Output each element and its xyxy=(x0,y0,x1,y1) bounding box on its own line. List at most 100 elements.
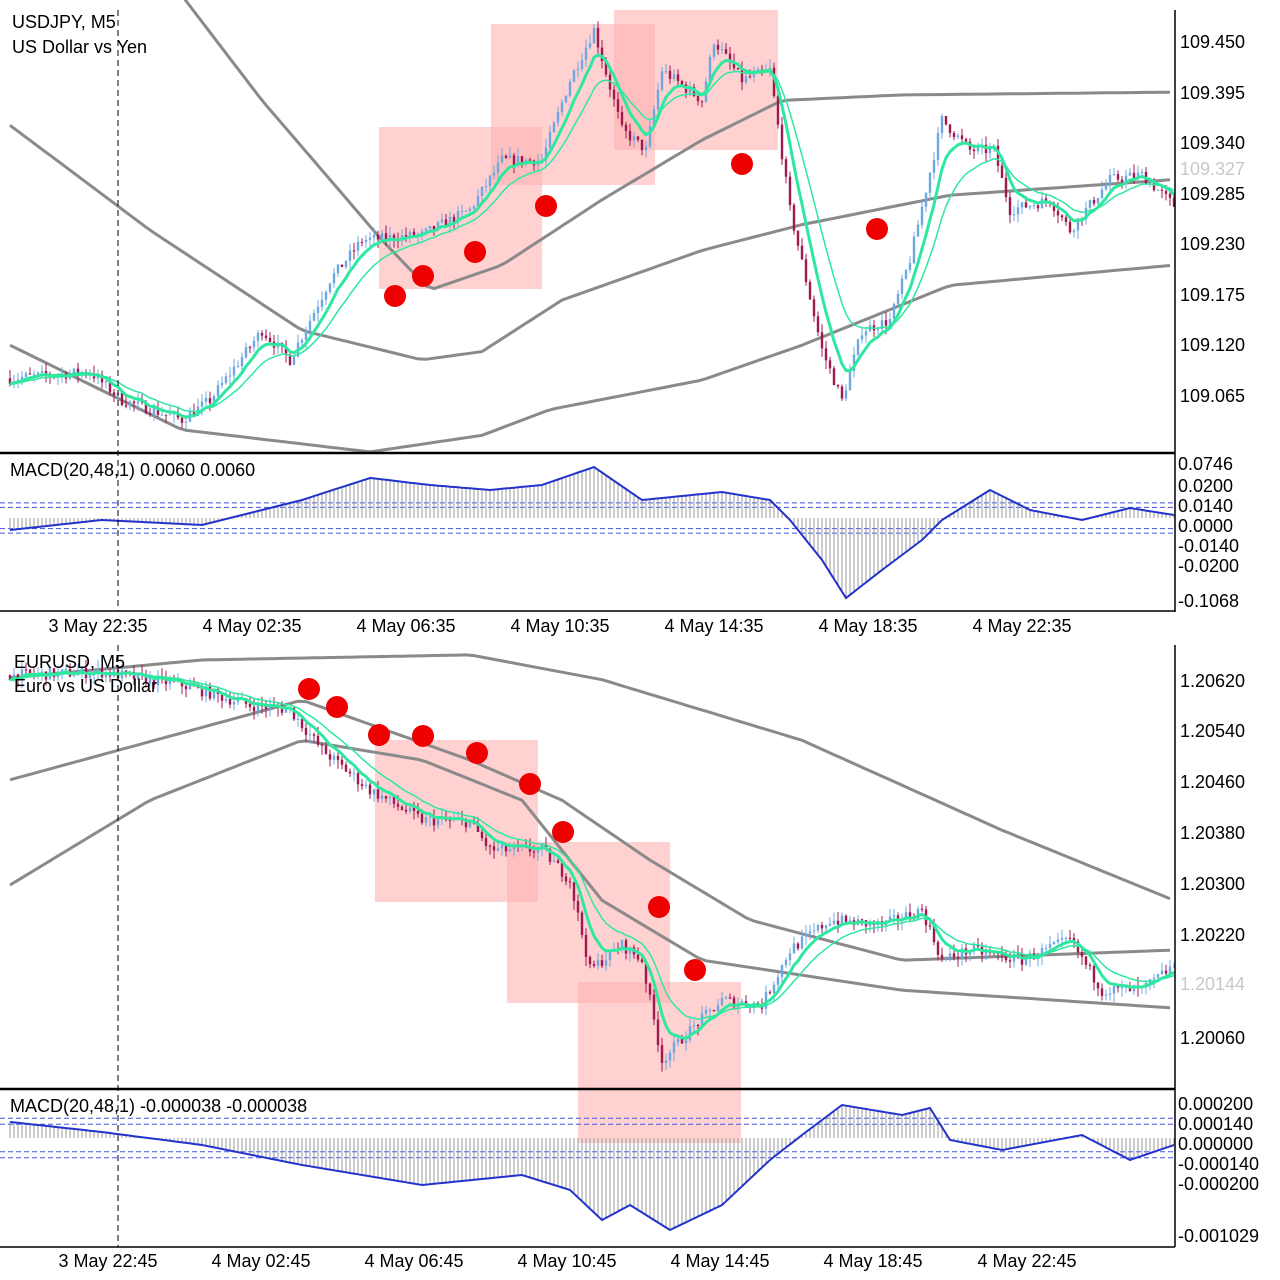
candle xyxy=(812,295,816,322)
candle-body xyxy=(136,672,140,679)
macd-tick-label: 0.0746 xyxy=(1178,454,1233,474)
candle-body xyxy=(464,210,468,212)
macd-tick-label: 0.000000 xyxy=(1178,1134,1253,1154)
candle xyxy=(1172,194,1175,207)
candle-body xyxy=(212,689,216,699)
candle xyxy=(344,761,348,772)
candle-body xyxy=(748,76,752,78)
candle xyxy=(932,151,936,180)
candle-body xyxy=(468,208,472,211)
candle xyxy=(252,698,256,720)
candle-body xyxy=(1156,974,1160,978)
candle-body xyxy=(1092,199,1096,204)
candle-body xyxy=(836,385,840,387)
candle xyxy=(480,829,484,842)
candle-body xyxy=(528,159,532,161)
macd-label-eurusd: MACD(20,48,1) -0.000038 -0.000038 xyxy=(10,1096,307,1116)
candle xyxy=(112,388,116,403)
candle-body xyxy=(236,366,240,368)
candle-body xyxy=(100,374,104,383)
candle xyxy=(940,947,944,962)
candle-body xyxy=(972,149,976,152)
macd-panel-1 xyxy=(0,1103,1175,1232)
candle xyxy=(1004,171,1008,203)
candle-body xyxy=(412,807,416,811)
candle-body xyxy=(752,72,756,77)
candle xyxy=(620,938,624,953)
candle-body xyxy=(744,76,748,83)
candle-body xyxy=(836,920,840,925)
candle xyxy=(292,355,296,366)
candle xyxy=(628,123,632,147)
candle-body xyxy=(692,87,696,97)
candle xyxy=(336,263,340,277)
candle-body xyxy=(64,669,68,671)
candle-body xyxy=(864,331,868,336)
candle xyxy=(800,238,804,261)
candle-body xyxy=(204,686,208,697)
candle-body xyxy=(484,186,488,188)
candle-body xyxy=(964,139,968,142)
candle-body xyxy=(408,231,412,237)
candle xyxy=(408,805,412,814)
candle-body xyxy=(968,951,972,955)
candle xyxy=(452,213,456,229)
price-tick-label: 109.340 xyxy=(1180,133,1245,153)
candle xyxy=(96,659,100,681)
candle xyxy=(804,924,808,946)
candle xyxy=(672,69,676,82)
candle-body xyxy=(1132,172,1136,178)
candle-body xyxy=(796,943,800,949)
candle xyxy=(908,255,912,273)
candle xyxy=(220,376,224,389)
candle-body xyxy=(456,211,460,223)
candle xyxy=(1128,168,1132,176)
candle-body xyxy=(1004,177,1008,198)
candle-body xyxy=(336,264,340,274)
candle xyxy=(580,53,584,72)
candle-body xyxy=(164,414,168,416)
candle xyxy=(544,139,548,167)
candle xyxy=(928,171,932,201)
candle-body xyxy=(624,940,628,954)
candle-body xyxy=(1104,994,1108,996)
candle-body xyxy=(740,1001,744,1004)
candle-body xyxy=(196,686,200,688)
candle-body xyxy=(896,293,900,304)
candle xyxy=(644,141,648,158)
candle-body xyxy=(904,912,908,920)
candle xyxy=(560,99,564,117)
band-upper-line xyxy=(9,653,1171,901)
candle-body xyxy=(644,146,648,151)
candle-body xyxy=(1024,959,1028,965)
candle-body xyxy=(656,1019,660,1046)
candle-body xyxy=(212,396,216,404)
candle xyxy=(96,369,100,384)
macd-tick-label: 0.0140 xyxy=(1178,496,1233,516)
candle-body xyxy=(356,241,360,251)
candle xyxy=(392,796,396,809)
candle-body xyxy=(304,330,308,340)
candle xyxy=(700,1006,704,1028)
candle-body xyxy=(616,99,620,113)
current-price-label: 109.327 xyxy=(1180,159,1245,179)
candle xyxy=(676,69,680,87)
candle-body xyxy=(1056,939,1060,943)
time-tick-label: 4 May 02:45 xyxy=(211,1251,310,1271)
candle-body xyxy=(1164,970,1168,974)
candle xyxy=(996,138,1000,173)
candle xyxy=(100,370,104,389)
candle xyxy=(484,832,488,851)
candle xyxy=(388,226,392,247)
candle-body xyxy=(800,936,804,949)
candle-body xyxy=(484,838,488,846)
price-tick-label: 1.20620 xyxy=(1180,671,1245,691)
candle-body xyxy=(424,817,428,823)
candle-body xyxy=(776,976,780,985)
candle xyxy=(1124,169,1128,189)
candle-body xyxy=(1012,214,1016,216)
candle-body xyxy=(1108,174,1112,185)
candle xyxy=(1072,228,1076,238)
candle-body xyxy=(496,848,500,851)
candle xyxy=(1108,168,1112,191)
